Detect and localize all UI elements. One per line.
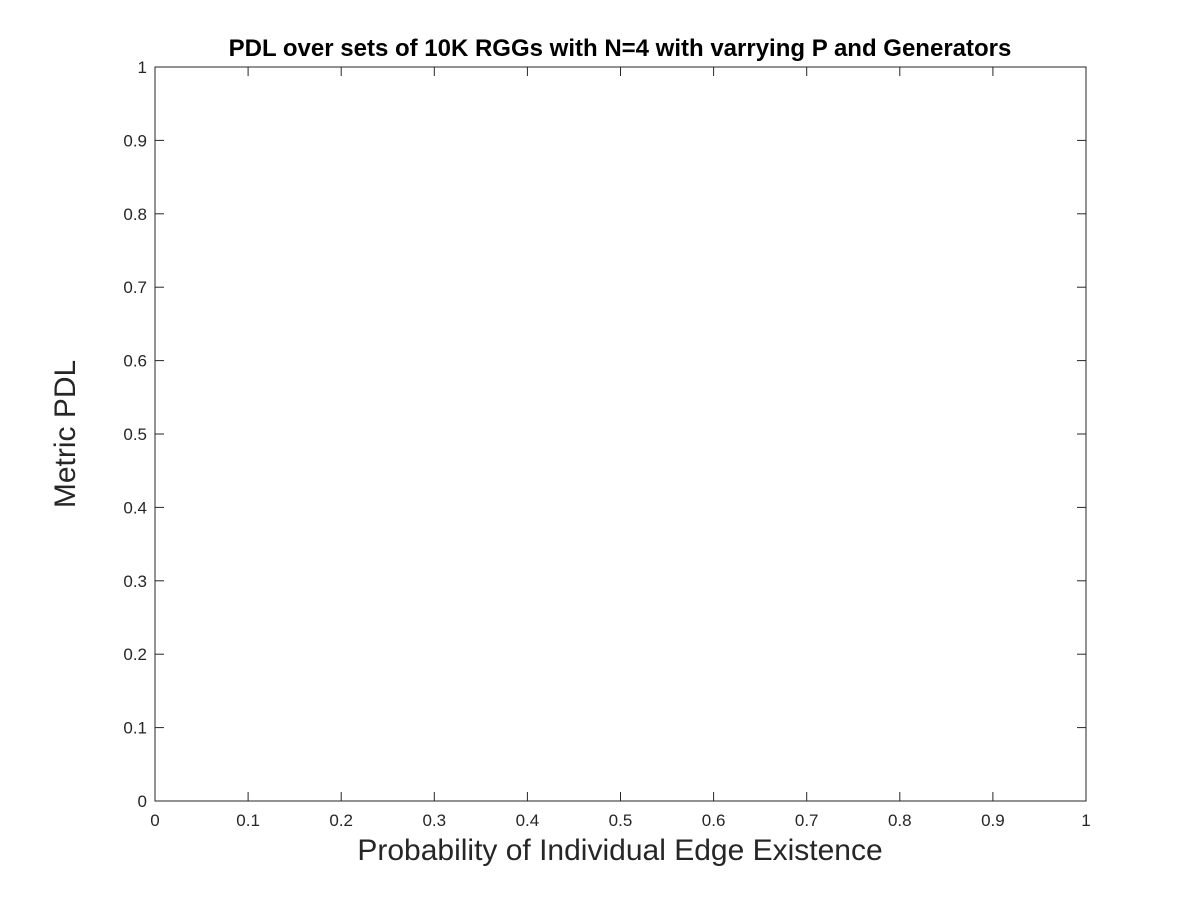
- y-tick-label: 0: [138, 792, 147, 811]
- y-tick-label: 0.5: [123, 425, 147, 444]
- x-tick-label: 0.4: [516, 811, 540, 830]
- y-tick-label: 0.2: [123, 645, 147, 664]
- y-tick-label: 0.1: [123, 719, 147, 738]
- y-axis: 0 0.1 0.2 0.3 0.4 0.5 0.6 0.7 0.8 0.9 1: [123, 58, 1086, 811]
- y-tick-label: 0.9: [123, 131, 147, 150]
- chart-title: PDL over sets of 10K RGGs with N=4 with …: [229, 35, 1012, 62]
- y-tick-label: 0.7: [123, 278, 147, 297]
- x-axis: 0 0.1 0.2 0.3 0.4 0.5 0.6 0.7 0.8 0.9 1: [150, 67, 1091, 830]
- x-tick-label: 0.3: [422, 811, 446, 830]
- plot-area: [154, 66, 1087, 802]
- y-tick-label: 0.4: [123, 498, 147, 517]
- x-tick-label: 0.6: [702, 811, 726, 830]
- x-tick-label: 0.9: [981, 811, 1005, 830]
- y-tick-label: 1: [138, 58, 147, 77]
- x-tick-label: 1: [1081, 811, 1090, 830]
- y-tick-label: 0.8: [123, 205, 147, 224]
- x-tick-label: 0.8: [888, 811, 912, 830]
- x-tick-label: 0.2: [329, 811, 353, 830]
- x-tick-label: 0.1: [236, 811, 260, 830]
- y-tick-label: 0.6: [123, 352, 147, 371]
- y-axis-label: Metric PDL: [49, 360, 82, 508]
- y-tick-label: 0.3: [123, 572, 147, 591]
- x-tick-label: 0: [150, 811, 159, 830]
- x-tick-label: 0.7: [795, 811, 819, 830]
- x-axis-label: Probability of Individual Edge Existence: [357, 834, 882, 867]
- x-tick-label: 0.5: [609, 811, 633, 830]
